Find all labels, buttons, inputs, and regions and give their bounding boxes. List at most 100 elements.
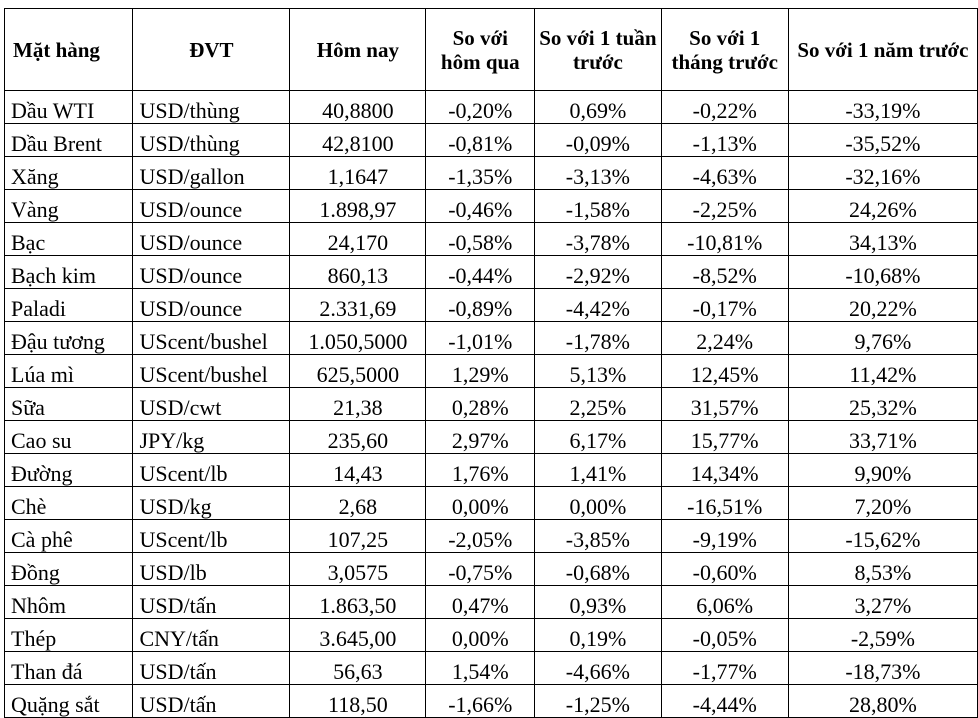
cell-vs-week: 0,19% [534,618,662,652]
table-row: Vàng USD/ounce 1.898,97 -0,46% -1,58% -2,25% 2… [3,189,978,223]
cell-vs-month: -8,52% [660,255,789,289]
cell-vs-month: -1,13% [660,123,789,157]
cell-today: 21,38 [289,387,427,421]
cell-unit: CNY/tấn [132,618,291,652]
cell-vs-year: 7,20% [787,486,978,520]
cell-commodity: Cà phê [3,519,134,553]
cell-unit: UScent/bushel [132,321,291,355]
table-row: Thép CNY/tấn 3.645,00 0,00% 0,19% -0,05% -2,59… [3,618,978,652]
cell-unit: USD/ounce [132,189,291,223]
cell-vs-yesterday: 0,47% [425,585,536,619]
header-commodity: Mặt hàng [3,8,134,91]
cell-vs-yesterday: -0,20% [425,90,536,124]
cell-commodity: Bạch kim [3,255,134,289]
cell-vs-month: -4,63% [660,156,789,190]
cell-today: 24,170 [289,222,427,256]
table-body: Dầu WTI USD/thùng 40,8800 -0,20% 0,69% -0,22%… [3,90,978,718]
cell-vs-week: -2,92% [534,255,662,289]
cell-vs-year: 9,76% [787,321,978,355]
table-row: Dầu Brent USD/thùng 42,8100 -0,81% -0,09% -1,… [3,123,978,157]
cell-vs-yesterday: -0,44% [425,255,536,289]
cell-unit: UScent/lb [132,519,291,553]
cell-vs-week: -4,66% [534,651,662,685]
cell-today: 625,5000 [289,354,427,388]
cell-unit: JPY/kg [132,420,291,454]
cell-vs-week: -1,78% [534,321,662,355]
cell-vs-year: -2,59% [787,618,978,652]
cell-vs-week: 5,13% [534,354,662,388]
cell-vs-year: -15,62% [787,519,978,553]
cell-vs-month: -0,05% [660,618,789,652]
table-row: Đường UScent/lb 14,43 1,76% 1,41% 14,34% 9,90% [3,453,978,487]
cell-vs-year: 3,27% [787,585,978,619]
cell-vs-week: -0,68% [534,552,662,586]
cell-vs-week: 0,00% [534,486,662,520]
cell-vs-year: 28,80% [787,684,978,718]
header-vs-year: So với 1 năm trước [787,8,978,91]
cell-vs-year: 9,90% [787,453,978,487]
cell-today: 1.050,5000 [289,321,427,355]
cell-vs-year: -33,19% [787,90,978,124]
cell-today: 107,25 [289,519,427,553]
commodity-price-table: Mặt hàng ĐVT Hôm nay So với hôm qua So v… [3,8,978,718]
cell-vs-year: -18,73% [787,651,978,685]
commodity-table-container: Mặt hàng ĐVT Hôm nay So với hôm qua So v… [3,8,978,718]
cell-commodity: Lúa mì [3,354,134,388]
cell-vs-week: 0,93% [534,585,662,619]
cell-unit: USD/lb [132,552,291,586]
cell-vs-month: 31,57% [660,387,789,421]
table-row: Cao su JPY/kg 235,60 2,97% 6,17% 15,77% 33,71% [3,420,978,454]
cell-unit: USD/kg [132,486,291,520]
cell-unit: USD/ounce [132,255,291,289]
cell-vs-yesterday: -1,01% [425,321,536,355]
cell-vs-week: -3,78% [534,222,662,256]
cell-today: 42,8100 [289,123,427,157]
cell-unit: UScent/lb [132,453,291,487]
cell-vs-year: -10,68% [787,255,978,289]
cell-commodity: Dầu WTI [3,90,134,124]
cell-unit: UScent/bushel [132,354,291,388]
cell-today: 3.645,00 [289,618,427,652]
cell-vs-yesterday: -0,75% [425,552,536,586]
cell-vs-month: -10,81% [660,222,789,256]
cell-vs-month: 6,06% [660,585,789,619]
cell-vs-yesterday: -0,81% [425,123,536,157]
cell-vs-month: -1,77% [660,651,789,685]
cell-commodity: Đường [3,453,134,487]
table-row: Đậu tương UScent/bushel 1.050,5000 -1,01% -1… [3,321,978,355]
cell-vs-year: 11,42% [787,354,978,388]
cell-commodity: Xăng [3,156,134,190]
cell-commodity: Đồng [3,552,134,586]
cell-vs-yesterday: -0,89% [425,288,536,322]
table-row: Đồng USD/lb 3,0575 -0,75% -0,68% -0,60% 8,53% [3,552,978,586]
table-row: Chè USD/kg 2,68 0,00% 0,00% -16,51% 7,20% [3,486,978,520]
cell-vs-week: -0,09% [534,123,662,157]
cell-vs-month: -0,17% [660,288,789,322]
cell-vs-yesterday: -1,66% [425,684,536,718]
cell-unit: USD/cwt [132,387,291,421]
cell-commodity: Đậu tương [3,321,134,355]
cell-vs-yesterday: 1,29% [425,354,536,388]
cell-vs-year: 33,71% [787,420,978,454]
cell-vs-week: -1,58% [534,189,662,223]
cell-today: 235,60 [289,420,427,454]
header-vs-month: So với 1 tháng trước [660,8,789,91]
cell-today: 3,0575 [289,552,427,586]
cell-unit: USD/ounce [132,288,291,322]
cell-vs-week: 0,69% [534,90,662,124]
cell-vs-month: 14,34% [660,453,789,487]
cell-vs-month: 12,45% [660,354,789,388]
cell-today: 860,13 [289,255,427,289]
cell-commodity: Vàng [3,189,134,223]
cell-vs-year: 24,26% [787,189,978,223]
table-row: Bạch kim USD/ounce 860,13 -0,44% -2,92% -8,52… [3,255,978,289]
table-row: Cà phê UScent/lb 107,25 -2,05% -3,85% -9,19% -… [3,519,978,553]
cell-today: 14,43 [289,453,427,487]
cell-commodity: Bạc [3,222,134,256]
cell-commodity: Nhôm [3,585,134,619]
header-today: Hôm nay [289,8,427,91]
cell-today: 56,63 [289,651,427,685]
cell-vs-month: 2,24% [660,321,789,355]
cell-vs-week: -3,85% [534,519,662,553]
cell-today: 2.331,69 [289,288,427,322]
